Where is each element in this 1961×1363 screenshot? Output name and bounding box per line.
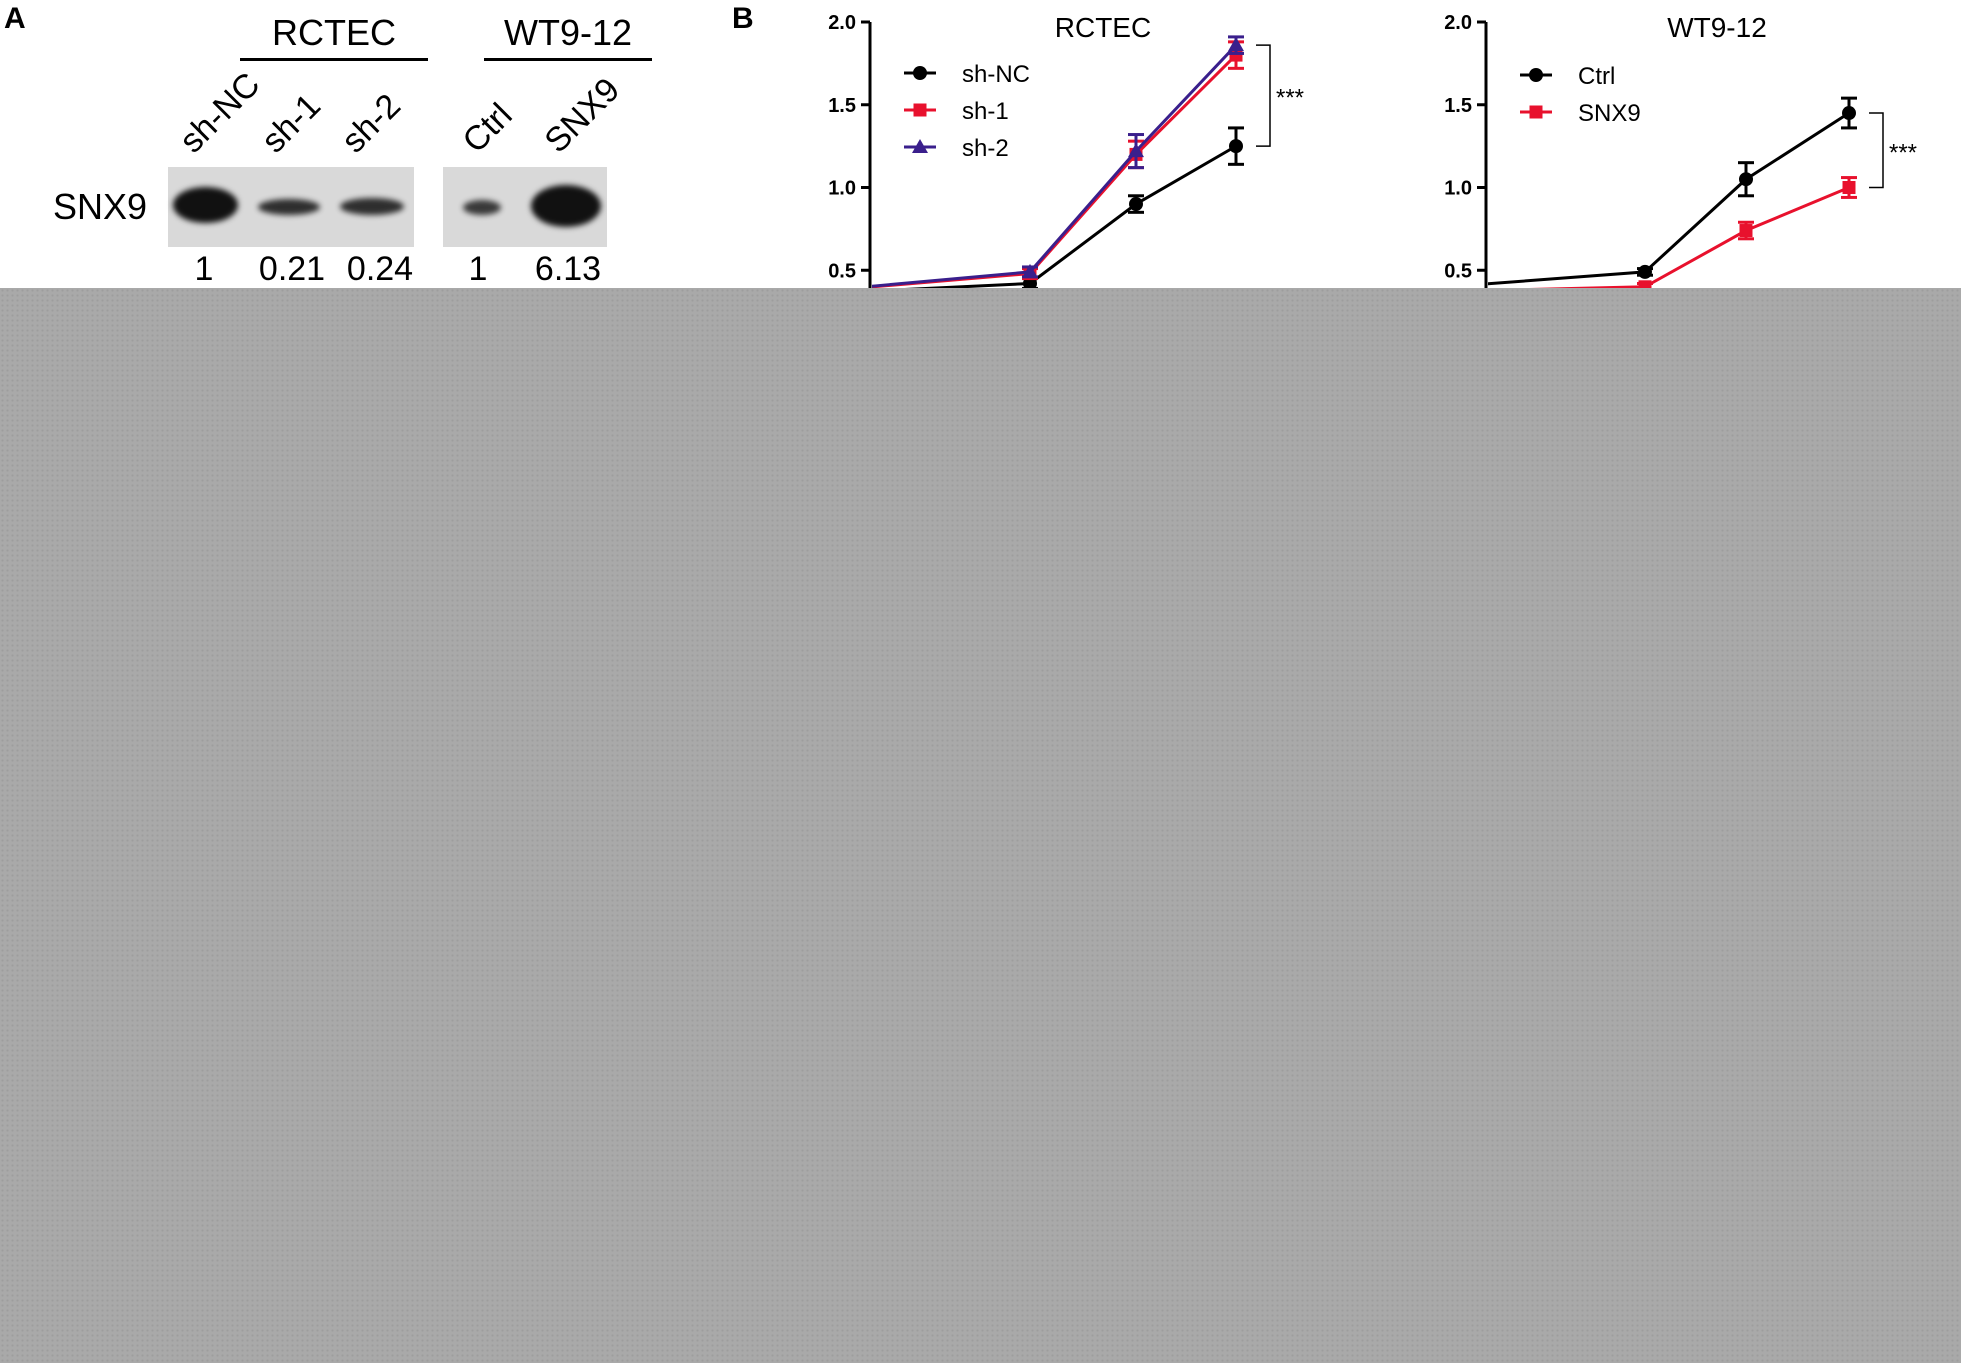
y-tick-label: 0.5 bbox=[828, 260, 856, 282]
data-point bbox=[1638, 264, 1652, 279]
data-point bbox=[1842, 106, 1856, 121]
lane-label-sh-2: sh-2 bbox=[334, 86, 409, 161]
group-line-rctec bbox=[240, 58, 428, 61]
series-line bbox=[872, 44, 1238, 288]
blot-band bbox=[258, 199, 320, 215]
group-title-rctec: RCTEC bbox=[272, 12, 396, 53]
legend-marker bbox=[913, 103, 927, 117]
legend-label: sh-NC bbox=[962, 61, 1030, 88]
chart-title: WT9-12 bbox=[1667, 12, 1767, 43]
blot-band bbox=[340, 198, 404, 215]
legend-marker bbox=[913, 66, 927, 80]
data-point bbox=[1638, 280, 1652, 289]
series-ctrl bbox=[1488, 96, 1857, 286]
blot-band bbox=[173, 187, 238, 223]
quant-value: 0.24 bbox=[346, 250, 414, 288]
y-tick-label: 2.0 bbox=[1444, 12, 1472, 34]
quant-value: 0.21 bbox=[258, 250, 326, 288]
data-point bbox=[1129, 197, 1143, 212]
blot-row-label: SNX9 bbox=[53, 186, 148, 227]
quant-value: 1 bbox=[194, 250, 214, 288]
blot-band bbox=[463, 200, 501, 215]
data-point bbox=[1229, 48, 1243, 62]
legend-label: SNX9 bbox=[1578, 100, 1641, 127]
data-point bbox=[1842, 181, 1856, 194]
western-blot-rctec bbox=[168, 167, 414, 247]
data-point bbox=[1128, 143, 1144, 158]
chart-title: RCTEC bbox=[1055, 12, 1151, 43]
y-tick-label: 1.5 bbox=[1444, 95, 1472, 117]
group-title-wt912: WT9-12 bbox=[503, 12, 633, 53]
y-tick-label: 2.0 bbox=[828, 12, 856, 34]
y-tick-label: 1.0 bbox=[1444, 178, 1472, 200]
legend-label: sh-1 bbox=[962, 98, 1009, 125]
data-point bbox=[1739, 172, 1753, 187]
chart-svg-wt912: WT9-120.51.01.52.0Absorbance at 450 nmCt… bbox=[1417, 12, 1917, 578]
quant-value: 6.13 bbox=[534, 250, 602, 288]
legend-marker bbox=[912, 139, 928, 153]
legend-label: sh-2 bbox=[962, 135, 1009, 162]
lane-label-snx9: SNX9 bbox=[537, 70, 628, 161]
data-point bbox=[1739, 224, 1753, 238]
legend-marker bbox=[1529, 105, 1543, 119]
series-line bbox=[884, 144, 1237, 289]
series-line bbox=[1488, 186, 1850, 289]
series-sh-2 bbox=[872, 35, 1244, 288]
series-snx9 bbox=[1488, 176, 1857, 289]
lane-label-sh-nc: sh-NC bbox=[172, 65, 268, 161]
plot-area bbox=[872, 35, 1244, 289]
data-point bbox=[1022, 263, 1038, 278]
line-chart-wt912: WT9-120.51.01.52.0Absorbance at 450 nmCt… bbox=[1390, 0, 1961, 578]
blot-band bbox=[531, 185, 601, 227]
y-tick-label: 0.5 bbox=[1444, 260, 1472, 282]
legend-label: Ctrl bbox=[1578, 63, 1615, 90]
significance-label: *** bbox=[1889, 139, 1917, 166]
obscured-region bbox=[0, 288, 1961, 1363]
significance-bracket bbox=[1869, 112, 1884, 189]
series-line bbox=[1488, 111, 1850, 286]
significance-bracket bbox=[1256, 44, 1271, 147]
legend-marker bbox=[1529, 68, 1543, 82]
panel-b-letter: B bbox=[732, 2, 754, 35]
y-tick-label: 1.0 bbox=[828, 178, 856, 200]
panel-a-letter: A bbox=[4, 2, 26, 35]
data-point bbox=[1229, 139, 1243, 154]
western-blot-wt912 bbox=[443, 167, 607, 247]
lane-label-ctrl: Ctrl bbox=[455, 96, 520, 161]
group-line-wt912 bbox=[484, 58, 652, 61]
plot-area bbox=[1488, 96, 1857, 289]
y-tick-label: 1.5 bbox=[828, 95, 856, 117]
significance-label: *** bbox=[1276, 85, 1304, 112]
quant-value: 1 bbox=[468, 250, 488, 288]
data-point bbox=[1228, 37, 1244, 52]
lane-label-sh-1: sh-1 bbox=[254, 86, 329, 161]
